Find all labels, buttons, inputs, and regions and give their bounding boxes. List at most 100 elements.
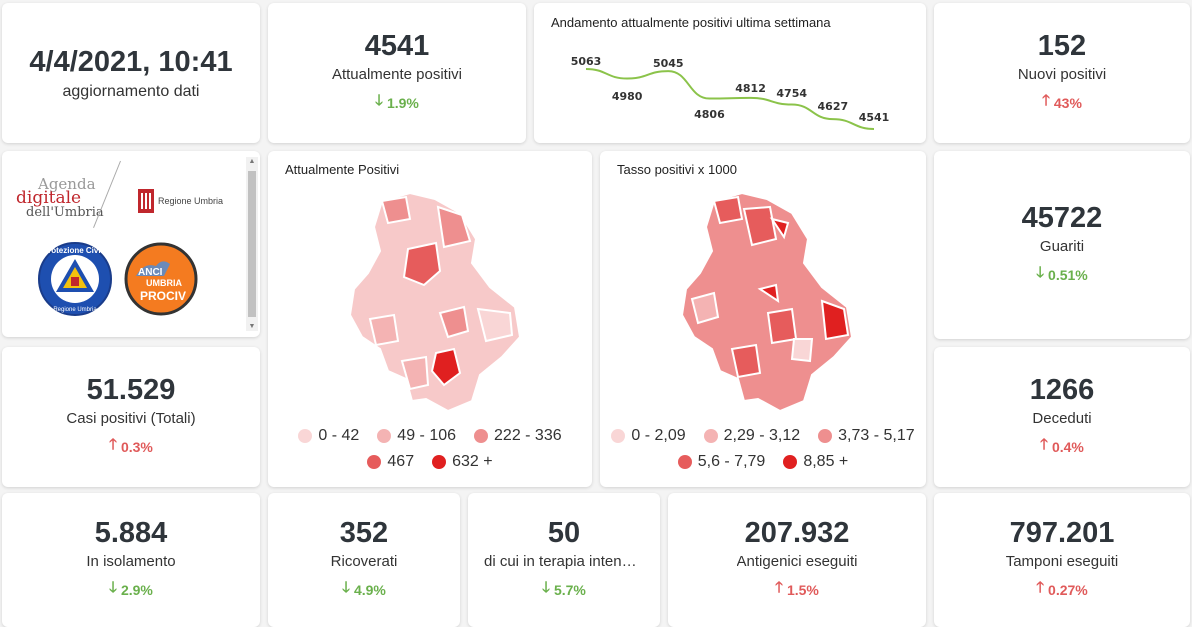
tamponi-label: Tamponi eseguiti: [1005, 553, 1119, 571]
umbria-map-tasso[interactable]: [672, 189, 872, 414]
terapia-card: 50 di cui in terapia intensiva 🡓 5.7%: [468, 493, 660, 627]
attualmente-positivi-value: 4541: [364, 29, 430, 62]
legend-swatch: [298, 429, 313, 443]
casi-totali-delta-value: 0.3%: [120, 438, 153, 455]
trend-chart-card: Andamento attualmente positivi ultima se…: [534, 3, 926, 143]
legend-swatch: [611, 429, 626, 443]
umbria-map-positivi[interactable]: [340, 189, 540, 414]
legend-swatch: [677, 455, 692, 469]
map-positivi-legend: 0 - 42 49 - 106 222 - 336 467 632 +: [268, 427, 592, 471]
map-positivi-legend-item[interactable]: 0 - 42: [298, 427, 359, 445]
nuovi-positivi-label: Nuovi positivi: [1017, 66, 1107, 84]
map-tasso-legend-item[interactable]: 0 - 2,09: [611, 427, 686, 445]
map-tasso-legend-item[interactable]: 2,29 - 3,12: [703, 427, 800, 445]
guariti-delta-value: 0.51%: [1048, 266, 1088, 283]
tamponi-card: 797.201 Tamponi eseguiti 🡑 0.27%: [934, 493, 1190, 627]
protezione-civile-logo: Protezione Civile Regione Umbria: [38, 242, 112, 316]
agenda-digitale-logo: Agenda digitale dell'Umbria: [16, 175, 104, 220]
tamponi-delta-value: 0.27%: [1048, 581, 1088, 598]
trend-data-label: 4541: [859, 111, 890, 124]
nuovi-positivi-delta-value: 43%: [1053, 94, 1082, 111]
trend-line: [585, 68, 875, 130]
casi-totali-card: 51.529 Casi positivi (Totali) 🡑 0.3%: [2, 347, 260, 487]
ricoverati-value: 352: [339, 516, 389, 549]
legend-label: 3,73 - 5,17: [838, 427, 915, 444]
map-tasso-legend: 0 - 2,09 2,29 - 3,12 3,73 - 5,17 5,6 - 7,79…: [600, 427, 926, 471]
terapia-delta: 🡓 5.7%: [542, 577, 586, 602]
deceduti-delta: 🡑 0.4%: [1040, 434, 1084, 459]
map-tasso-legend-item[interactable]: 3,73 - 5,17: [818, 427, 915, 445]
legend-label: 8,85 +: [803, 453, 849, 470]
svg-text:ANCI: ANCI: [138, 267, 163, 278]
legend-label: 467: [387, 453, 415, 470]
arrow-down-icon: 🡓: [1036, 264, 1045, 282]
legend-swatch: [474, 429, 489, 443]
antigenici-delta: 🡑 1.5%: [775, 577, 819, 602]
map-positivi-legend-item[interactable]: 49 - 106: [377, 427, 456, 445]
attualmente-positivi-card: 4541 Attualmente positivi 🡓 1.9%: [268, 3, 526, 143]
antigenici-value: 207.932: [744, 516, 850, 549]
map-positivi-legend-item[interactable]: 632 +: [432, 453, 493, 471]
map-tasso-card: Tasso positivi x 1000 0 - 2,09 2,29 - 3,1…: [600, 151, 926, 487]
trend-line-chart: 5063 4980 5045 4806 4812 4754 4627 4541: [571, 55, 890, 130]
svg-text:Regione Umbria: Regione Umbria: [53, 307, 97, 313]
trend-chart-title: Andamento attualmente positivi ultima se…: [551, 15, 831, 30]
arrow-up-icon: 🡑: [1040, 436, 1048, 454]
logos-card[interactable]: Agenda digitale dell'Umbria Regione Umbr…: [2, 151, 260, 337]
terapia-label: di cui in terapia intensiva: [484, 553, 644, 571]
scrollbar-thumb[interactable]: [248, 171, 256, 317]
legend-swatch: [432, 455, 447, 469]
casi-totali-label: Casi positivi (Totali): [66, 410, 196, 428]
antigenici-delta-value: 1.5%: [786, 581, 819, 598]
deceduti-label: Deceduti: [1032, 410, 1092, 428]
nuovi-positivi-delta: 🡑 43%: [1042, 90, 1082, 115]
deceduti-card: 1266 Deceduti 🡑 0.4%: [934, 347, 1190, 487]
trend-data-label: 4980: [612, 90, 643, 103]
map-tasso-title: Tasso positivi x 1000: [617, 162, 737, 177]
attualmente-positivi-delta: 🡓 1.9%: [375, 90, 419, 115]
nuovi-positivi-value: 152: [1037, 29, 1087, 62]
trend-data-label: 4627: [818, 100, 849, 113]
regione-umbria-logo: Regione Umbria: [138, 189, 223, 213]
guariti-label: Guariti: [1039, 238, 1085, 256]
guariti-delta: 🡓 0.51%: [1036, 262, 1088, 287]
attualmente-positivi-label: Attualmente positivi: [331, 66, 463, 84]
arrow-up-icon: 🡑: [109, 436, 117, 454]
casi-totali-delta: 🡑 0.3%: [109, 434, 153, 459]
tamponi-value: 797.201: [1009, 516, 1115, 549]
map-positivi-legend-item[interactable]: 222 - 336: [474, 427, 562, 445]
legend-label: 49 - 106: [397, 427, 457, 444]
map-positivi-title: Attualmente Positivi: [285, 162, 400, 177]
arrow-up-icon: 🡑: [775, 579, 783, 597]
logos-scrollbar[interactable]: ▲ ▼: [246, 157, 258, 331]
casi-totali-value: 51.529: [86, 373, 176, 406]
trend-data-label: 5045: [653, 57, 684, 70]
arrow-down-icon: 🡓: [375, 92, 383, 110]
legend-label: 5,6 - 7,79: [697, 453, 766, 470]
trend-data-label: 5063: [571, 55, 602, 68]
deceduti-value: 1266: [1029, 373, 1095, 406]
map-tasso-legend-item[interactable]: 8,85 +: [783, 453, 848, 471]
arrow-up-icon: 🡑: [1042, 92, 1050, 110]
map-tasso-legend-item[interactable]: 5,6 - 7,79: [677, 453, 766, 471]
scroll-down-icon[interactable]: ▼: [248, 323, 256, 330]
scroll-up-icon[interactable]: ▲: [248, 158, 256, 165]
guariti-card: 45722 Guariti 🡓 0.51%: [934, 151, 1190, 339]
anci-prociv-logo: ANCI UMBRIA PROCIV: [124, 242, 198, 316]
trend-data-label: 4754: [776, 87, 807, 100]
map-positivi-legend-item[interactable]: 467: [367, 453, 414, 471]
legend-swatch: [783, 455, 798, 469]
legend-swatch: [818, 429, 833, 443]
isolamento-delta: 🡓 2.9%: [109, 577, 153, 602]
antigenici-card: 207.932 Antigenici eseguiti 🡑 1.5%: [668, 493, 926, 627]
update-card: 4/4/2021, 10:41 aggiornamento dati: [2, 3, 260, 143]
trend-data-label: 4812: [735, 82, 766, 95]
terapia-delta-value: 5.7%: [553, 581, 586, 598]
ricoverati-delta-value: 4.9%: [353, 581, 386, 598]
deceduti-delta-value: 0.4%: [1051, 438, 1084, 455]
ricoverati-card: 352 Ricoverati 🡓 4.9%: [268, 493, 460, 627]
trend-data-label: 4806: [694, 108, 725, 121]
update-datetime: 4/4/2021, 10:41: [29, 45, 233, 78]
legend-label: 632 +: [452, 453, 493, 470]
arrow-down-icon: 🡓: [542, 579, 550, 597]
